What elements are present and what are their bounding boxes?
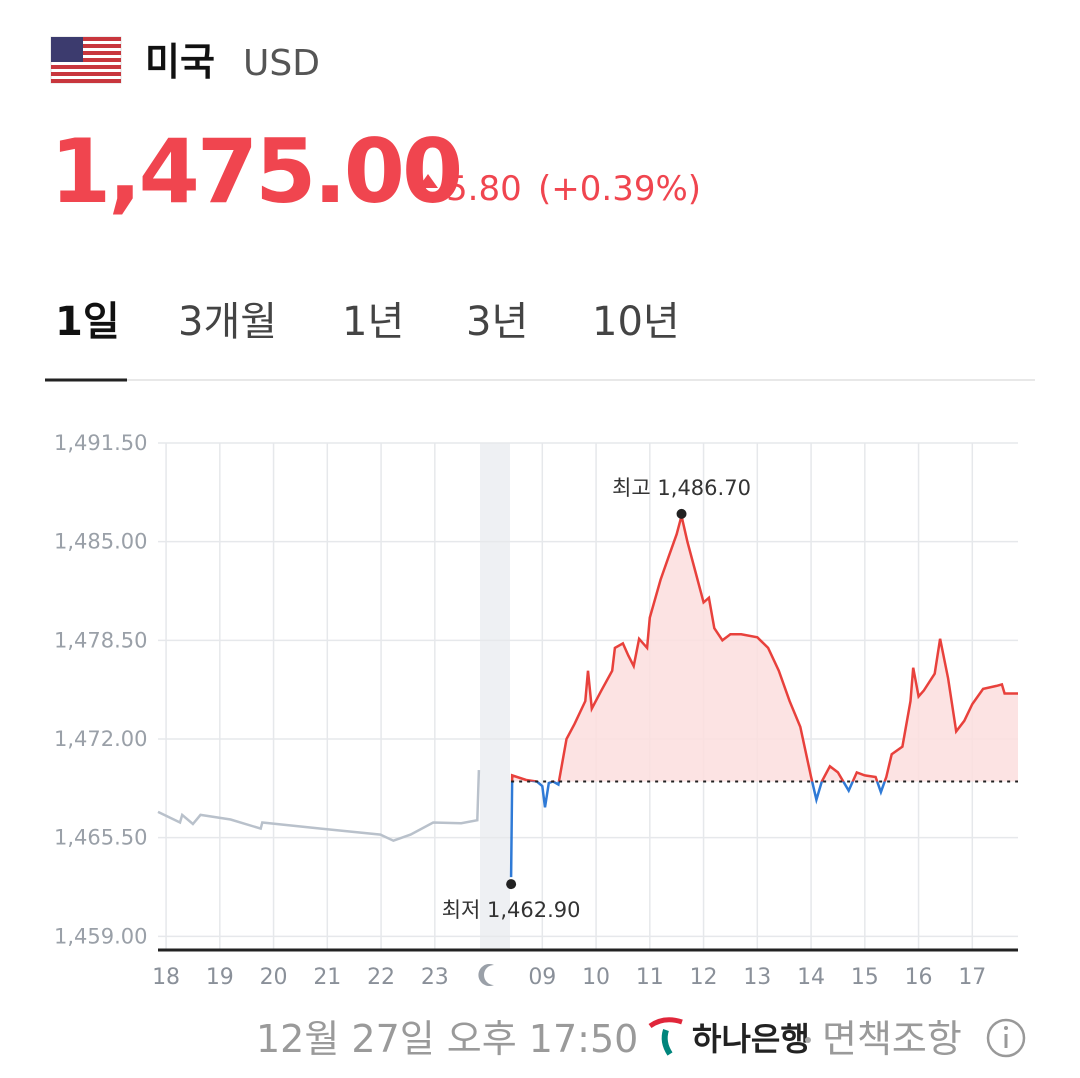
info-icon[interactable] xyxy=(986,1018,1026,1058)
tabs: 1일 3개월 1년 3년 10년 xyxy=(55,299,680,345)
x-tick-label: 12 xyxy=(690,965,718,990)
tab[interactable]: 3개월 xyxy=(178,299,277,345)
y-tick-label: 1,478.50 xyxy=(54,628,148,652)
tab[interactable]: 10년 xyxy=(592,299,680,345)
price: 1,475.00 xyxy=(50,120,460,223)
extreme-point xyxy=(506,879,517,890)
annotation: 최저 1,462.90 xyxy=(442,898,581,922)
timestamp: 12월 27일 오후 17:50 xyxy=(256,1017,638,1061)
x-tick-label: 15 xyxy=(851,965,879,990)
bank-name: 하나은행 xyxy=(692,1020,810,1058)
change: 5.80 xyxy=(446,169,522,209)
x-tick-label: 23 xyxy=(421,965,449,990)
y-tick-label: 1,472.00 xyxy=(54,727,148,751)
separator xyxy=(805,1037,811,1043)
x-tick-label: 10 xyxy=(582,965,610,990)
annotation: 최고 1,486.70 xyxy=(612,476,751,500)
x-tick-label: 09 xyxy=(528,965,556,990)
currency: USD xyxy=(243,43,320,84)
x-tick-label: 17 xyxy=(958,965,986,990)
y-tick-label: 1,485.00 xyxy=(54,530,148,554)
area xyxy=(512,515,1018,782)
x-tick-label: 21 xyxy=(313,965,341,990)
flag xyxy=(50,36,122,84)
moon-icon xyxy=(478,964,494,987)
x-tick-label: 14 xyxy=(797,965,825,990)
x-tick-label: 19 xyxy=(206,965,234,990)
line xyxy=(157,770,481,843)
x-tick-label: 22 xyxy=(367,965,395,990)
y-tick-label: 1,465.50 xyxy=(54,826,148,850)
night-band xyxy=(480,443,510,950)
change-percent: (+0.39%) xyxy=(538,169,701,209)
x-tick-label: 18 xyxy=(152,965,180,990)
country: 미국 xyxy=(145,40,215,84)
y-tick-label: 1,459.00 xyxy=(54,924,148,948)
x-tick-label: 13 xyxy=(743,965,771,990)
bank-logo xyxy=(648,1017,683,1056)
tab[interactable]: 1일 xyxy=(55,299,120,345)
extreme-point xyxy=(676,508,687,519)
x-tick-label: 11 xyxy=(636,965,664,990)
y-tick-label: 1,491.50 xyxy=(54,431,148,455)
plot: 1,459.00 1,465.50 1,472.00 1,478.50 1,485.00… xyxy=(54,431,1018,990)
line-above xyxy=(510,515,1018,782)
x-tick-label: 20 xyxy=(260,965,288,990)
tab[interactable]: 3년 xyxy=(466,299,528,345)
up-arrow xyxy=(418,174,438,188)
tab[interactable]: 1년 xyxy=(342,299,404,345)
x-tick-label: 16 xyxy=(905,965,933,990)
disclaimer[interactable]: 면책조항 xyxy=(822,1017,962,1061)
